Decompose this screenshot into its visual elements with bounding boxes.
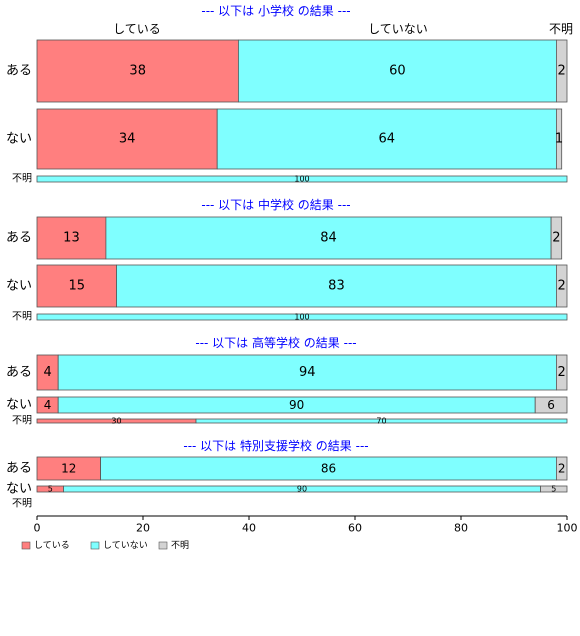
data-label: 30 [111, 417, 121, 426]
legend-swatch [90, 541, 100, 550]
row-label: ない [6, 279, 32, 294]
legend-label: していない [103, 540, 148, 551]
data-label: 12 [61, 462, 76, 476]
data-label: 2 [558, 279, 566, 294]
row-label: ある [6, 461, 32, 476]
row-label: 不明 [12, 173, 32, 185]
bar-segment [105, 216, 552, 260]
data-label: 60 [389, 64, 406, 79]
data-label: 15 [68, 279, 85, 294]
row-label: ない [6, 398, 32, 413]
data-label: 86 [321, 462, 336, 476]
legend-label: 不明 [171, 540, 189, 551]
row-label: 不明 [12, 415, 32, 427]
x-tick-label: 60 [348, 522, 362, 535]
bar-segment [36, 216, 107, 260]
data-label: 70 [376, 417, 386, 426]
row-label: 不明 [12, 498, 32, 510]
bar-segment [556, 108, 563, 170]
row-label: ない [6, 132, 32, 147]
bar-segment [36, 264, 117, 308]
x-tick-label: 40 [242, 522, 256, 535]
x-tick-label: 100 [557, 522, 578, 535]
data-label: 2 [558, 462, 566, 476]
legend-swatch [158, 541, 168, 550]
data-label: 2 [552, 231, 560, 246]
x-tick-label: 80 [454, 522, 468, 535]
bar-segment [550, 216, 563, 260]
data-label: 13 [63, 231, 80, 246]
x-tick-label: 0 [34, 522, 41, 535]
data-label: 94 [299, 365, 316, 380]
bar-segment [556, 354, 568, 391]
data-label: 90 [289, 398, 304, 412]
bar-segment [237, 39, 557, 103]
row-label: 不明 [12, 311, 32, 323]
data-label: 6 [547, 398, 555, 412]
bar-segment [36, 175, 568, 183]
data-label: 4 [43, 365, 51, 380]
bar-segment [57, 354, 557, 391]
row-label: ある [6, 365, 32, 380]
section-title: --- 以下は 特別支援学校 の結果 --- [183, 438, 368, 453]
data-label: 64 [379, 132, 396, 147]
bar-segment [36, 39, 239, 103]
bar-segment [195, 418, 568, 424]
row-label: ある [6, 64, 32, 79]
data-label: 4 [44, 398, 52, 412]
data-label: 2 [558, 64, 566, 79]
section-title: --- 以下は 小学校 の結果 --- [201, 3, 350, 18]
legend-swatch [21, 541, 31, 550]
data-label: 84 [320, 231, 337, 246]
data-label: 100 [294, 313, 309, 322]
bar-segment [116, 264, 557, 308]
data-label: 34 [119, 132, 136, 147]
bar-segment [216, 108, 557, 170]
bar-segment [556, 39, 568, 103]
data-label: 2 [558, 365, 566, 380]
data-label: 5 [551, 485, 556, 494]
bar-segment [540, 485, 568, 493]
bar-segment [556, 456, 568, 481]
data-label: 38 [129, 64, 146, 79]
data-label: 5 [48, 485, 53, 494]
column-header: している [113, 22, 161, 36]
column-header: していない [368, 22, 428, 36]
column-header: 不明 [549, 22, 573, 36]
row-label: ある [6, 231, 32, 246]
bar-segment [36, 313, 568, 321]
section-title: --- 以下は 中学校 の結果 --- [201, 197, 350, 212]
row-label: ない [6, 482, 32, 497]
legend-label: している [34, 540, 70, 551]
section-title: --- 以下は 高等学校 の結果 --- [195, 335, 356, 350]
data-label: 90 [297, 485, 307, 494]
data-label: 1 [555, 132, 563, 147]
bar-segment [556, 264, 568, 308]
x-tick-label: 20 [136, 522, 150, 535]
bar-segment [534, 396, 568, 414]
data-label: 83 [328, 279, 345, 294]
data-label: 100 [294, 175, 309, 184]
